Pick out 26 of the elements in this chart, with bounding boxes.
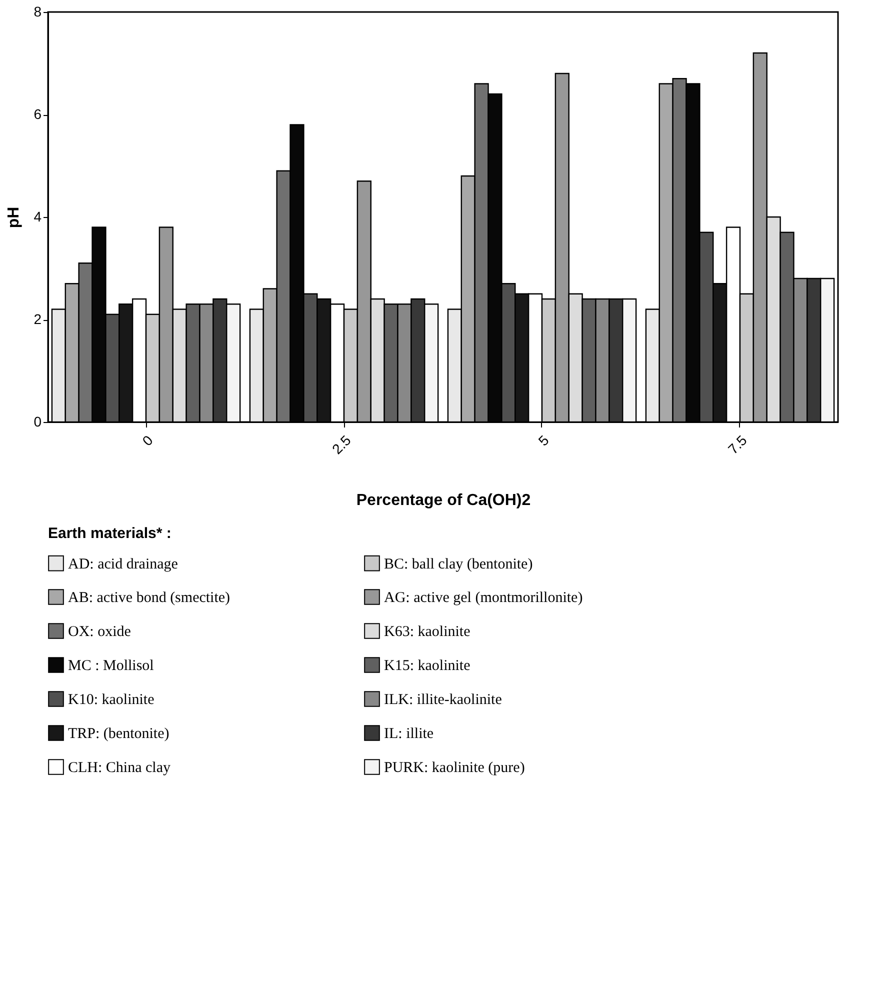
legend-label: AG: active gel (montmorillonite) <box>384 590 583 606</box>
legend-label: TRP: (bentonite) <box>68 726 170 742</box>
legend-label: K10: kaolinite <box>68 692 155 708</box>
x-tick-label: 7.5 <box>724 432 750 458</box>
y-tick-label: 4 <box>34 208 42 224</box>
y-tick-label: 6 <box>34 106 42 122</box>
x-tick-label: 0 <box>139 432 156 449</box>
legend-label: AD: acid drainage <box>68 556 178 572</box>
legend-label: CLH: China clay <box>68 760 171 776</box>
legend-label: BC: ball clay (bentonite) <box>384 556 533 572</box>
x-tick-label: 5 <box>535 432 552 449</box>
y-tick-label: 2 <box>34 311 42 327</box>
legend-label: K15: kaolinite <box>384 658 471 674</box>
legend-label: OX: oxide <box>68 624 132 640</box>
legend-title: Earth materials* : <box>48 525 172 542</box>
y-tick-label: 0 <box>34 414 42 430</box>
y-axis-title: pH <box>6 206 23 228</box>
legend-label: MC : Mollisol <box>68 658 154 674</box>
legend-label: IL: illite <box>384 726 434 742</box>
legend-label: PURK: kaolinite (pure) <box>384 760 525 776</box>
legend-label: K63: kaolinite <box>384 624 471 640</box>
legend-label: AB: active bond (smectite) <box>68 590 230 606</box>
x-tick-label: 2.5 <box>328 432 354 458</box>
legend-label: ILK: illite-kaolinite <box>384 692 502 708</box>
x-axis-title: Percentage of Ca(OH)2 <box>356 492 531 510</box>
y-tick-label: 8 <box>34 4 42 20</box>
